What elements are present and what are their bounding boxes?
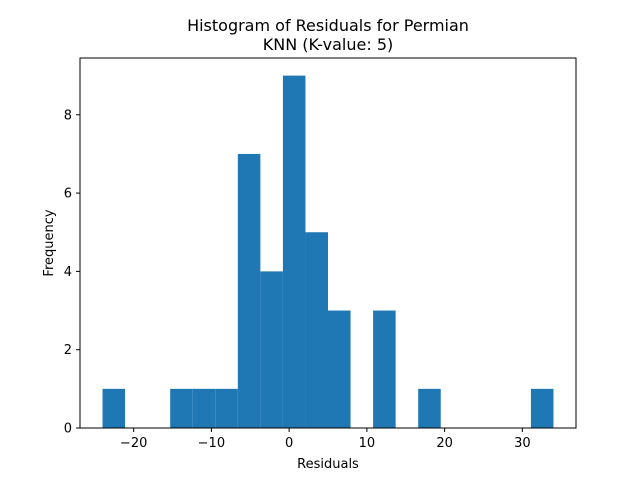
histogram-bar: [418, 388, 441, 428]
x-tick-label: 0: [285, 436, 293, 451]
chart-title-line-1: Histogram of Residuals for Permian: [187, 16, 469, 35]
histogram-bar: [282, 75, 306, 428]
x-tick-label: −20: [120, 436, 147, 451]
histogram-bar: [170, 388, 193, 428]
histogram-bar: [530, 388, 554, 428]
x-tick-label: 30: [514, 436, 531, 451]
histogram-bar: [373, 310, 396, 428]
y-tick-label: 6: [64, 187, 72, 202]
histogram-bar: [328, 310, 351, 428]
x-tick-label: 10: [359, 436, 376, 451]
histogram-bar: [305, 232, 328, 428]
x-axis-ticks: −20 −10 0 10 20 30: [120, 428, 531, 451]
histogram-bars: [102, 75, 554, 429]
x-tick-label: 20: [436, 436, 453, 451]
y-tick-label: 0: [64, 422, 72, 437]
histogram-bar: [192, 388, 216, 428]
y-tick-label: 4: [64, 265, 72, 280]
x-tick-label: −10: [198, 436, 225, 451]
y-axis-label: Frequency: [42, 209, 57, 276]
histogram-bar: [260, 271, 283, 428]
chart-title-line-2: KNN (K-value: 5): [263, 35, 394, 54]
y-tick-label: 2: [64, 343, 72, 358]
y-tick-label: 8: [64, 108, 72, 123]
y-axis-ticks: 0 2 4 6 8: [64, 108, 80, 437]
histogram-bar: [102, 388, 126, 428]
histogram-bar: [237, 153, 261, 429]
plot-area-frame: [79, 57, 577, 429]
histogram-bar: [215, 388, 238, 428]
x-axis-label: Residuals: [297, 457, 359, 472]
